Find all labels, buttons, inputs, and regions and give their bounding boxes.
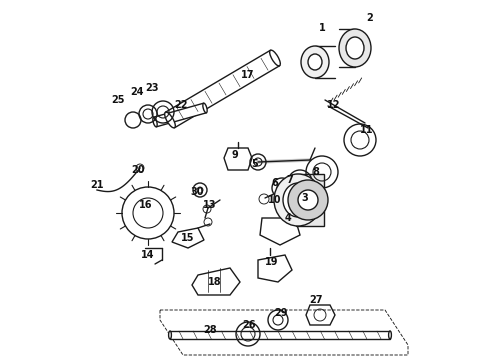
Text: 20: 20 bbox=[131, 165, 145, 175]
Text: 27: 27 bbox=[309, 295, 323, 305]
Text: 13: 13 bbox=[203, 200, 217, 210]
Text: 16: 16 bbox=[139, 200, 153, 210]
Text: 25: 25 bbox=[111, 95, 125, 105]
Ellipse shape bbox=[339, 29, 371, 67]
Text: 12: 12 bbox=[327, 100, 341, 110]
Ellipse shape bbox=[153, 117, 157, 127]
Ellipse shape bbox=[389, 331, 392, 339]
Ellipse shape bbox=[169, 331, 171, 339]
Text: 14: 14 bbox=[141, 250, 155, 260]
Text: 15: 15 bbox=[181, 233, 195, 243]
Ellipse shape bbox=[165, 112, 175, 128]
Text: 11: 11 bbox=[360, 125, 374, 135]
Polygon shape bbox=[166, 50, 280, 128]
Text: 3: 3 bbox=[302, 193, 308, 203]
Text: 22: 22 bbox=[174, 100, 188, 110]
Text: 19: 19 bbox=[265, 257, 279, 267]
Text: 28: 28 bbox=[203, 325, 217, 335]
Circle shape bbox=[298, 190, 318, 210]
Text: 6: 6 bbox=[271, 178, 278, 188]
Text: 30: 30 bbox=[190, 187, 204, 197]
Circle shape bbox=[288, 180, 328, 220]
Polygon shape bbox=[296, 174, 324, 226]
Text: 17: 17 bbox=[241, 70, 255, 80]
Ellipse shape bbox=[283, 183, 313, 217]
Text: 24: 24 bbox=[130, 87, 144, 97]
Polygon shape bbox=[154, 103, 206, 127]
Ellipse shape bbox=[346, 37, 364, 59]
Text: 23: 23 bbox=[145, 83, 159, 93]
Ellipse shape bbox=[301, 46, 329, 78]
Text: 8: 8 bbox=[313, 167, 319, 177]
Text: 2: 2 bbox=[367, 13, 373, 23]
Ellipse shape bbox=[203, 103, 207, 113]
Text: 10: 10 bbox=[268, 195, 282, 205]
Ellipse shape bbox=[274, 174, 322, 226]
Ellipse shape bbox=[308, 54, 322, 70]
Text: 7: 7 bbox=[287, 175, 294, 185]
Ellipse shape bbox=[270, 50, 280, 66]
Text: 4: 4 bbox=[285, 213, 292, 223]
Text: 5: 5 bbox=[252, 159, 258, 169]
Text: 9: 9 bbox=[232, 150, 238, 160]
Text: 18: 18 bbox=[208, 277, 222, 287]
Text: 1: 1 bbox=[318, 23, 325, 33]
Text: 26: 26 bbox=[242, 320, 256, 330]
Text: 29: 29 bbox=[274, 308, 288, 318]
Polygon shape bbox=[170, 331, 390, 339]
Text: 21: 21 bbox=[90, 180, 104, 190]
